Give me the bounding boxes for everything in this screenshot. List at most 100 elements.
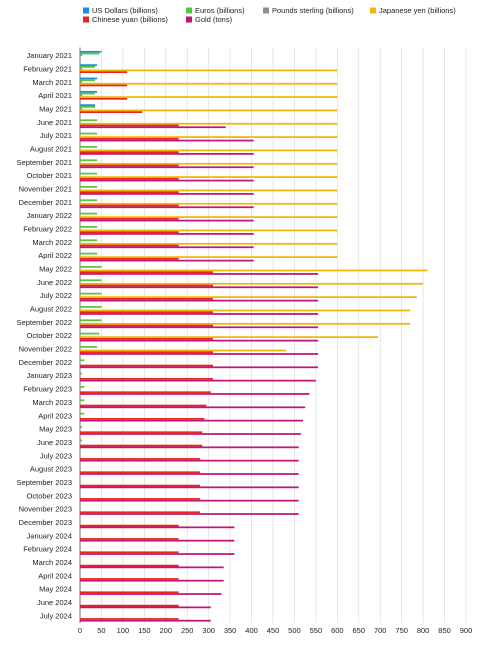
bar bbox=[80, 269, 428, 272]
bar bbox=[80, 332, 100, 335]
x-tick-label: 250 bbox=[181, 626, 194, 635]
bar bbox=[80, 212, 98, 215]
bar bbox=[80, 446, 299, 449]
legend-label: US Dollars (billions) bbox=[92, 6, 158, 15]
y-tick-label: September 2021 bbox=[17, 158, 72, 167]
x-tick-label: 50 bbox=[97, 626, 105, 635]
bar bbox=[80, 439, 83, 442]
bar bbox=[80, 71, 128, 74]
legend-label: Japanese yen (billions) bbox=[379, 6, 456, 15]
x-tick-label: 500 bbox=[288, 626, 301, 635]
bar bbox=[80, 97, 128, 100]
y-tick-label: December 2022 bbox=[19, 358, 72, 367]
y-tick-label: July 2024 bbox=[40, 611, 72, 620]
bar bbox=[80, 372, 83, 375]
x-tick-label: 850 bbox=[438, 626, 451, 635]
bar bbox=[80, 313, 319, 315]
bar bbox=[80, 553, 235, 555]
bar bbox=[80, 151, 179, 154]
bar bbox=[80, 338, 213, 340]
bar bbox=[80, 564, 179, 567]
bar bbox=[80, 379, 316, 382]
bar bbox=[80, 94, 83, 97]
bar bbox=[80, 90, 98, 93]
bar bbox=[80, 282, 424, 285]
bar bbox=[80, 229, 338, 232]
bar bbox=[80, 256, 338, 258]
bar bbox=[80, 199, 98, 202]
bar bbox=[80, 216, 338, 218]
bar bbox=[80, 296, 417, 298]
legend-swatch bbox=[186, 16, 192, 23]
x-tick-label: 600 bbox=[331, 626, 344, 635]
y-tick-label: June 2022 bbox=[37, 278, 72, 287]
bar bbox=[80, 444, 203, 447]
bar bbox=[80, 204, 179, 207]
bar bbox=[80, 166, 254, 169]
bar bbox=[80, 393, 310, 395]
bar bbox=[80, 81, 83, 83]
y-tick-label: December 2023 bbox=[19, 518, 72, 527]
bar bbox=[80, 146, 98, 148]
y-tick-label: January 2022 bbox=[27, 211, 72, 220]
bar bbox=[80, 252, 98, 255]
bar bbox=[80, 486, 299, 489]
y-tick-label: April 2024 bbox=[38, 571, 72, 580]
x-tick-label: 650 bbox=[353, 626, 366, 635]
bar bbox=[80, 257, 179, 260]
bar bbox=[80, 419, 304, 422]
y-tick-label: September 2022 bbox=[17, 318, 72, 327]
y-tick-label: January 2023 bbox=[27, 371, 72, 380]
y-tick-label: September 2023 bbox=[17, 478, 72, 487]
bar bbox=[80, 186, 98, 188]
bar bbox=[80, 412, 85, 415]
legend-label: Chinese yuan (billions) bbox=[92, 15, 168, 24]
legend-label: Gold (tons) bbox=[195, 15, 233, 24]
y-tick-label: January 2021 bbox=[27, 51, 72, 60]
bar bbox=[80, 326, 319, 329]
y-tick-label: January 2024 bbox=[27, 531, 72, 540]
y-tick-label: June 2023 bbox=[37, 438, 72, 447]
y-tick-label: February 2021 bbox=[23, 64, 72, 73]
bar bbox=[80, 458, 201, 460]
bar bbox=[80, 431, 203, 434]
bar bbox=[80, 189, 338, 192]
bar bbox=[80, 124, 179, 127]
bar bbox=[80, 107, 83, 110]
bar bbox=[80, 526, 235, 529]
y-tick-label: October 2022 bbox=[27, 331, 72, 340]
bar bbox=[80, 292, 102, 295]
bar bbox=[80, 524, 179, 527]
bar bbox=[80, 273, 319, 275]
y-tick-label: June 2021 bbox=[37, 118, 72, 127]
bar bbox=[80, 578, 179, 580]
bar bbox=[80, 179, 254, 182]
bar bbox=[80, 351, 213, 354]
bar bbox=[80, 52, 100, 55]
bar bbox=[80, 539, 235, 542]
bar bbox=[80, 109, 338, 112]
bar bbox=[80, 149, 338, 152]
bar bbox=[80, 244, 179, 247]
y-tick-label: July 2023 bbox=[40, 451, 72, 460]
bar bbox=[80, 137, 179, 140]
legend-label: Euros (billions) bbox=[195, 6, 245, 15]
y-tick-label: August 2022 bbox=[30, 305, 72, 314]
bar bbox=[80, 246, 254, 249]
y-tick-label: November 2023 bbox=[19, 505, 72, 514]
y-tick-label: April 2022 bbox=[38, 251, 72, 260]
bar bbox=[80, 239, 98, 242]
x-tick-label: 150 bbox=[138, 626, 151, 635]
bar bbox=[80, 279, 102, 282]
bar bbox=[80, 82, 338, 85]
bar bbox=[80, 391, 211, 394]
bar bbox=[80, 579, 224, 582]
bar bbox=[80, 353, 319, 355]
bar bbox=[80, 426, 83, 428]
bar bbox=[80, 50, 102, 53]
bar bbox=[80, 378, 213, 380]
bar bbox=[80, 119, 98, 122]
legend-swatch bbox=[263, 7, 269, 14]
y-tick-label: July 2022 bbox=[40, 291, 72, 300]
